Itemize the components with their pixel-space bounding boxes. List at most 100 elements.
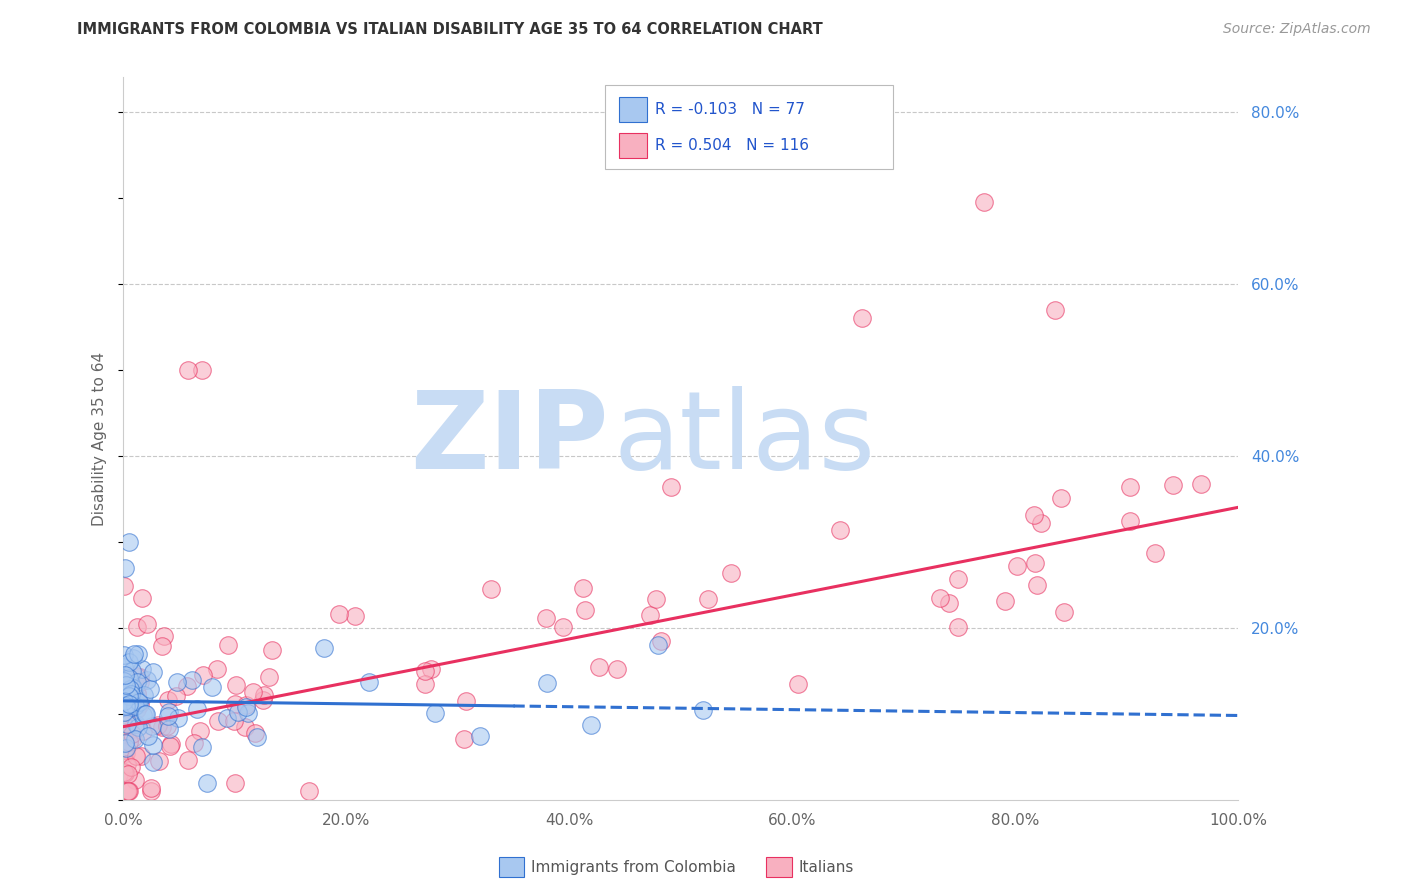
Text: ZIP: ZIP xyxy=(409,385,609,491)
Point xyxy=(1026,578,1049,592)
Point xyxy=(720,566,742,580)
Point xyxy=(115,757,138,772)
Point xyxy=(217,638,239,652)
Point xyxy=(131,748,153,763)
Point xyxy=(236,706,259,720)
Point xyxy=(453,732,475,747)
Point xyxy=(357,675,380,690)
Point xyxy=(114,706,136,720)
Point xyxy=(124,699,146,714)
Point xyxy=(851,311,873,326)
Point xyxy=(115,746,138,760)
Point xyxy=(638,607,661,622)
Point xyxy=(581,717,603,731)
Point xyxy=(139,780,162,795)
Point xyxy=(112,694,135,708)
Text: IMMIGRANTS FROM COLOMBIA VS ITALIAN DISABILITY AGE 35 TO 64 CORRELATION CHART: IMMIGRANTS FROM COLOMBIA VS ITALIAN DISA… xyxy=(77,22,823,37)
Point xyxy=(606,662,628,676)
Point xyxy=(235,698,257,712)
Point xyxy=(124,773,146,788)
Text: R = 0.504   N = 116: R = 0.504 N = 116 xyxy=(655,138,810,153)
Point xyxy=(114,736,136,750)
Point xyxy=(160,737,183,751)
Text: Italians: Italians xyxy=(799,860,853,874)
Point xyxy=(131,662,153,676)
Point xyxy=(127,701,149,715)
Point xyxy=(150,639,173,653)
Point xyxy=(120,687,142,701)
Point xyxy=(124,688,146,702)
Point xyxy=(243,725,266,739)
Point xyxy=(132,724,155,739)
Point xyxy=(125,749,148,764)
Point xyxy=(142,755,165,769)
Point xyxy=(121,664,143,678)
Point xyxy=(129,670,152,684)
Point xyxy=(120,690,142,705)
Point xyxy=(122,731,145,746)
Point xyxy=(177,753,200,767)
Point xyxy=(122,689,145,703)
Point xyxy=(114,560,136,574)
Point xyxy=(117,696,139,710)
Point xyxy=(139,784,162,798)
Point xyxy=(697,592,720,607)
Point xyxy=(146,718,169,732)
Point xyxy=(134,706,156,721)
Point xyxy=(253,688,276,702)
Point xyxy=(1053,605,1076,619)
Point xyxy=(115,685,138,699)
Point xyxy=(125,688,148,702)
Point xyxy=(413,664,436,678)
Point xyxy=(127,686,149,700)
Point xyxy=(115,717,138,731)
Point xyxy=(188,723,211,738)
Point xyxy=(112,660,135,674)
Point xyxy=(115,698,138,713)
Point xyxy=(112,718,135,732)
Point xyxy=(973,195,995,210)
Point xyxy=(121,692,143,706)
Point xyxy=(132,707,155,722)
Point xyxy=(1024,508,1046,522)
Point xyxy=(115,784,138,798)
Point xyxy=(128,695,150,709)
Point xyxy=(226,705,249,719)
Point xyxy=(135,707,157,722)
Point xyxy=(468,729,491,743)
Point xyxy=(195,775,218,789)
Point xyxy=(124,647,146,661)
Point xyxy=(157,722,180,736)
Point xyxy=(136,673,159,687)
Point xyxy=(328,607,350,621)
Point xyxy=(224,698,246,712)
Point xyxy=(142,739,165,753)
Point xyxy=(114,766,136,780)
Point xyxy=(534,611,557,625)
Point xyxy=(135,616,157,631)
Point xyxy=(948,619,970,633)
Point xyxy=(112,743,135,757)
Point xyxy=(312,641,335,656)
Point xyxy=(121,726,143,740)
Point xyxy=(180,673,202,688)
Point xyxy=(118,735,141,749)
Point xyxy=(260,643,283,657)
Point xyxy=(191,668,214,682)
Point xyxy=(120,676,142,690)
Point xyxy=(344,608,367,623)
Point xyxy=(420,662,443,676)
Point xyxy=(650,633,672,648)
Point xyxy=(114,668,136,682)
Point xyxy=(1119,514,1142,528)
Point xyxy=(112,765,135,780)
Point xyxy=(207,714,229,729)
Point xyxy=(134,688,156,702)
Point xyxy=(115,681,138,696)
Point xyxy=(148,754,170,768)
Point xyxy=(167,711,190,725)
Point xyxy=(176,679,198,693)
Point xyxy=(136,729,159,743)
Point xyxy=(1029,516,1052,530)
Point xyxy=(298,784,321,798)
